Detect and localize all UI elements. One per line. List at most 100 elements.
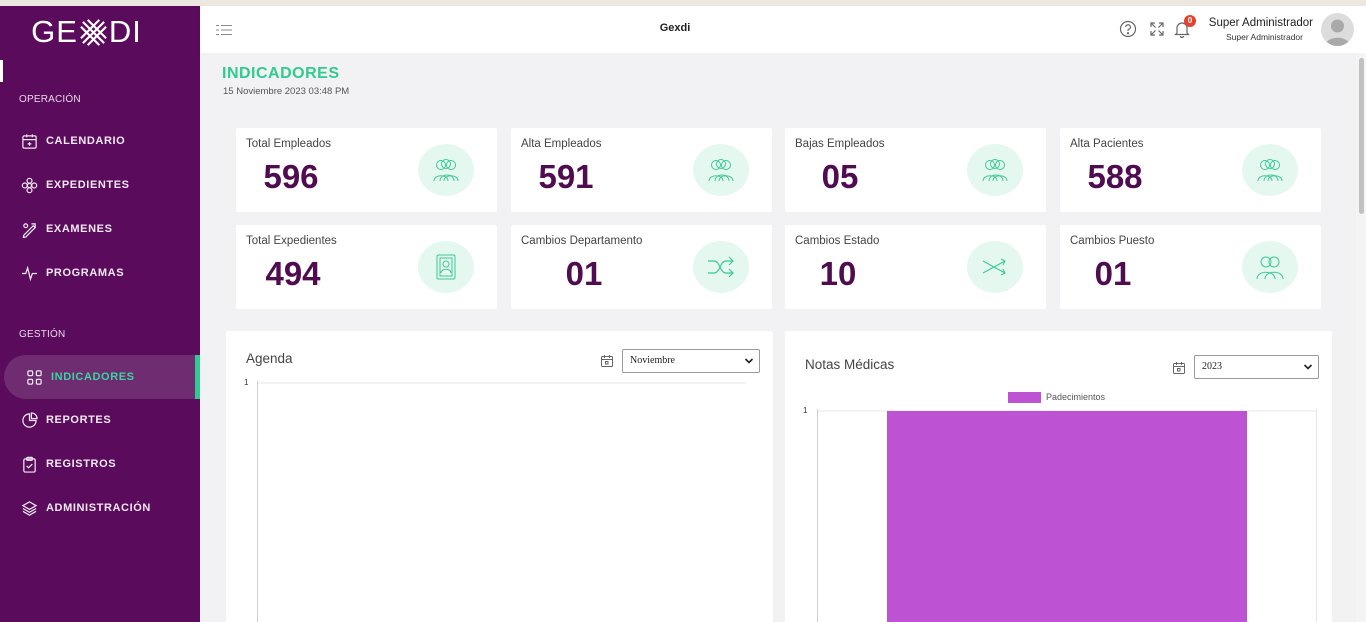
card-label: Cambios Estado (795, 235, 880, 247)
card-value: 01 (565, 255, 603, 292)
user-role: Super Administrador (1225, 32, 1303, 42)
sidebar-item-label: INDICADORES (51, 371, 135, 383)
sidebar-item-examenes[interactable]: EXAMENES (0, 211, 200, 247)
user-silhouette-icon (1325, 19, 1350, 46)
card-alta-pacientes[interactable]: Alta Pacientes 588 (1060, 128, 1321, 212)
sidebar-item-label: CALENDARIO (46, 135, 126, 147)
group-icon (1242, 144, 1298, 196)
shuffle-icon (693, 241, 749, 293)
page-date: 15 Noviembre 2023 03:48 PM (223, 86, 350, 97)
main-content: INDICADORES 15 Noviembre 2023 03:48 PM T… (200, 53, 1356, 622)
notas-medicas-panel: Notas Médicas 2023 Padecimientos 1 (785, 331, 1332, 622)
card-value: 494 (265, 255, 321, 292)
month-select[interactable]: Noviembre (622, 349, 760, 373)
logo-x-icon (80, 18, 107, 46)
top-header: Gexdi 0 Super Administrador Super Admini… (200, 6, 1366, 53)
id-card-icon (418, 241, 474, 293)
help-icon[interactable] (1119, 20, 1137, 38)
agenda-y-tick: 1 (244, 378, 249, 387)
layers-icon (21, 500, 38, 517)
activity-icon (21, 265, 38, 282)
agenda-chart-area (257, 381, 746, 622)
active-indicator (195, 355, 200, 399)
page-title: INDICADORES (222, 65, 340, 82)
user-name[interactable]: Super Administrador (1208, 17, 1313, 29)
fullscreen-icon[interactable] (1148, 20, 1166, 38)
logo-text-left: GE (31, 14, 78, 49)
agenda-panel: Agenda Noviembre 1 (226, 331, 773, 622)
sidebar-item-label: EXPEDIENTES (46, 179, 130, 191)
group-icon (967, 144, 1023, 196)
sidebar-item-label: EXAMENES (46, 223, 113, 235)
card-label: Cambios Departamento (521, 235, 643, 247)
card-bajas-empleados[interactable]: Bajas Empleados 05 (785, 128, 1046, 212)
calendar-icon (601, 355, 613, 367)
sidebar: GE DI OPERACIÓN CALENDARIO EXPEDIENTES (0, 6, 200, 622)
sidebar-item-label: PROGRAMAS (46, 267, 125, 279)
grid-icon (26, 369, 43, 386)
sidebar-item-indicadores[interactable]: INDICADORES (4, 355, 200, 399)
card-label: Cambios Puesto (1070, 235, 1155, 247)
two-users-icon (1242, 241, 1298, 293)
y-tick-label: 1 (803, 406, 808, 415)
sidebar-item-label: REGISTROS (46, 458, 117, 470)
notas-chart (817, 409, 1317, 622)
group-icon (418, 144, 474, 196)
card-value: 10 (819, 255, 857, 292)
calendar-icon (1173, 362, 1185, 374)
chevron-down-icon (744, 358, 754, 364)
card-cambios-estado[interactable]: Cambios Estado 10 (785, 225, 1046, 309)
group-icon (693, 144, 749, 196)
logo-notch (0, 60, 3, 82)
sidebar-item-label: REPORTES (46, 414, 112, 426)
card-total-expedientes[interactable]: Total Expedientes 494 (236, 225, 497, 309)
card-value: 01 (1094, 255, 1132, 292)
card-label: Alta Pacientes (1070, 138, 1144, 150)
legend-swatch (1008, 392, 1041, 403)
sidebar-item-calendario[interactable]: CALENDARIO (0, 123, 200, 159)
scrollbar-thumb[interactable] (1359, 58, 1364, 214)
legend-label[interactable]: Padecimientos (1046, 392, 1106, 402)
sidebar-item-label: ADMINISTRACIÓN (46, 502, 151, 514)
sidebar-item-expedientes[interactable]: EXPEDIENTES (0, 167, 200, 203)
shuffle-thin-icon (967, 241, 1023, 293)
card-label: Total Expedientes (246, 235, 337, 247)
window-top-strip (0, 0, 1366, 6)
card-label: Bajas Empleados (795, 138, 885, 150)
card-total-empleados[interactable]: Total Empleados 596 (236, 128, 497, 212)
notification-badge: 0 (1184, 15, 1196, 27)
header-title: Gexdi (659, 22, 691, 34)
card-alta-empleados[interactable]: Alta Empleados 591 (511, 128, 772, 212)
year-select[interactable]: 2023 (1194, 355, 1319, 379)
sidebar-item-administracion[interactable]: ADMINISTRACIÓN (0, 490, 200, 526)
flower-icon (21, 177, 38, 194)
card-value: 591 (538, 158, 594, 195)
agenda-title: Agenda (246, 351, 293, 366)
section-label-gestion: GESTIÓN (19, 329, 66, 340)
pie-chart-icon (21, 411, 38, 429)
sidebar-item-programas[interactable]: PROGRAMAS (0, 255, 200, 291)
card-value: 588 (1087, 158, 1143, 195)
chevron-down-icon (1303, 364, 1313, 370)
chart-bar[interactable] (887, 411, 1247, 622)
card-value: 05 (821, 158, 859, 195)
card-cambios-departamento[interactable]: Cambios Departamento 01 (511, 225, 772, 309)
year-select-value: 2023 (1202, 361, 1222, 372)
month-select-value: Noviembre (630, 355, 675, 366)
avatar[interactable] (1321, 13, 1354, 46)
card-value: 596 (263, 158, 319, 195)
logo-text-right: DI (108, 14, 142, 49)
logo[interactable]: GE DI (0, 6, 200, 82)
card-cambios-puesto[interactable]: Cambios Puesto 01 (1060, 225, 1321, 309)
calendar-plus-icon (21, 133, 38, 150)
clipboard-check-icon (21, 456, 38, 473)
sidebar-item-reportes[interactable]: REPORTES (0, 402, 200, 438)
card-label: Alta Empleados (521, 138, 602, 150)
notas-title: Notas Médicas (805, 357, 895, 372)
section-label-operacion: OPERACIÓN (19, 94, 81, 105)
scrollbar-track[interactable] (1356, 53, 1366, 622)
menu-toggle-icon[interactable] (216, 24, 232, 36)
pencil-ruler-icon (21, 221, 38, 238)
sidebar-item-registros[interactable]: REGISTROS (0, 446, 200, 482)
card-label: Total Empleados (246, 138, 332, 150)
